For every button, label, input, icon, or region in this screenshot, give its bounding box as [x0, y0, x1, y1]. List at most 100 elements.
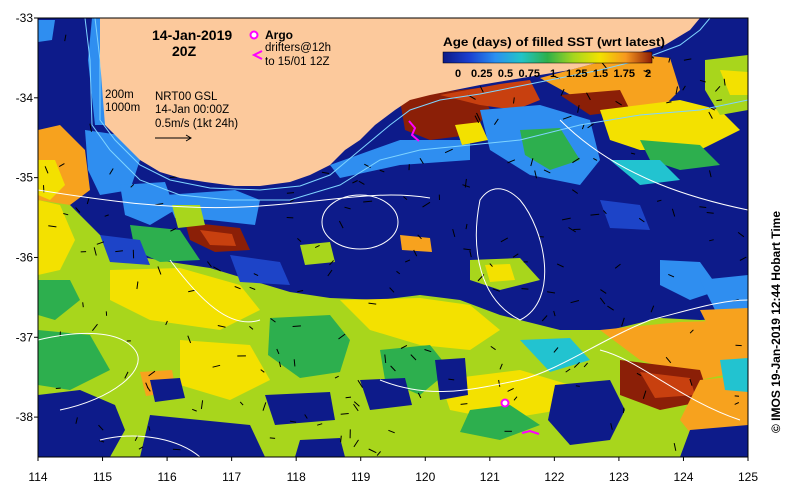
- contour-line: [559, 119, 748, 211]
- current-vector: [586, 92, 591, 101]
- current-vector: [148, 370, 156, 377]
- current-vector: [75, 207, 81, 213]
- current-vector: [699, 206, 707, 208]
- axes: 114 115 116 117 118 119 120 121 122 123 124 125-33-…: [16, 11, 759, 484]
- current-vector: [317, 423, 323, 426]
- map-frame: [37, 17, 749, 458]
- x-axis-tick-label: 122: [544, 470, 564, 484]
- current-vector: [643, 70, 651, 74]
- current-vector: [104, 214, 109, 217]
- contour-line: [379, 299, 748, 392]
- current-vector: [462, 184, 471, 188]
- current-vector: [136, 281, 139, 290]
- x-axis-tick-label: 114: [28, 470, 47, 484]
- current-vector: [192, 408, 197, 412]
- current-vector: [239, 401, 244, 406]
- current-vector: [338, 220, 344, 229]
- current-vector: [417, 392, 422, 399]
- current-vector: [682, 85, 686, 91]
- sst-patch: [140, 415, 265, 457]
- current-vector: [260, 369, 265, 373]
- current-vector: [622, 407, 625, 413]
- colorbar-tick-label: 0: [455, 68, 461, 80]
- current-vector: [352, 180, 358, 184]
- current-vector: [610, 423, 613, 430]
- current-vector: [390, 365, 396, 372]
- sst-patch: [38, 330, 110, 390]
- current-vector: [573, 361, 580, 368]
- sst-patch: [172, 205, 205, 228]
- current-vector: [565, 368, 571, 373]
- current-vector: [572, 189, 578, 194]
- current-vector: [368, 448, 377, 454]
- current-vector: [48, 225, 57, 228]
- current-vector: [207, 261, 212, 268]
- map-date: 14-Jan-2019: [152, 27, 232, 43]
- sst-patch: [130, 225, 200, 262]
- current-vector: [734, 402, 740, 405]
- sst-patch: [268, 315, 350, 378]
- sst-patch: [485, 264, 515, 282]
- y-axis-tick-label: -33: [16, 11, 34, 25]
- current-vector: [289, 420, 297, 423]
- current-vector: [448, 378, 455, 381]
- current-vector: [463, 248, 472, 251]
- argo-legend-icon: [249, 30, 259, 40]
- current-vector: [534, 170, 537, 179]
- product-label: NRT00 GSL: [155, 91, 218, 103]
- current-vector: [44, 166, 49, 174]
- current-vector: [603, 210, 607, 215]
- current-vector: [689, 378, 693, 386]
- current-vector: [656, 199, 662, 202]
- current-vector: [513, 396, 518, 401]
- current-vector: [553, 310, 556, 317]
- current-vector: [739, 256, 747, 261]
- current-vector: [234, 286, 241, 290]
- colorbar-tick-label: 0.5: [498, 68, 513, 80]
- sst-patch: [265, 392, 335, 425]
- contour-loop: [321, 194, 399, 250]
- current-vector: [489, 263, 493, 267]
- current-vector: [410, 354, 417, 361]
- sst-patch: [700, 308, 748, 330]
- current-vector: [498, 379, 501, 387]
- current-vector: [297, 290, 304, 293]
- sst-patch: [300, 242, 335, 265]
- current-vector: [465, 223, 468, 230]
- current-vector: [96, 241, 105, 245]
- x-axis-tick-label: 124: [673, 470, 693, 484]
- drifter-legend-icon: [251, 50, 263, 60]
- current-vector: [581, 123, 585, 130]
- colorbar-tick-label: 0.75: [519, 68, 540, 80]
- sst-patch: [38, 280, 80, 320]
- current-vector: [82, 302, 84, 308]
- sst-patch: [38, 390, 125, 457]
- current-vector: [699, 79, 706, 83]
- sst-patch: [295, 438, 345, 457]
- map-time: 20Z: [172, 43, 197, 59]
- current-vector: [600, 289, 607, 294]
- current-vector: [169, 176, 178, 179]
- sst-patch: [200, 230, 236, 246]
- current-vector: [115, 250, 123, 253]
- current-vector: [276, 348, 280, 355]
- current-vector: [148, 426, 151, 431]
- isobath-200m-label: 200m: [105, 89, 134, 101]
- isobath-1000m-line: [84, 18, 748, 201]
- colorbar-tick-label: 0.25: [471, 68, 492, 80]
- sst-patch: [460, 405, 540, 440]
- current-vector: [170, 228, 177, 232]
- current-vector: [92, 323, 98, 332]
- sst-patch: [440, 370, 570, 420]
- current-vector: [715, 85, 721, 92]
- sst-patch: [400, 235, 432, 252]
- current-vector: [474, 115, 480, 124]
- current-vector: [89, 123, 92, 132]
- current-vector: [636, 372, 642, 377]
- current-vector: [138, 446, 144, 450]
- current-vector: [493, 118, 499, 125]
- x-axis-tick-label: 120: [415, 470, 435, 484]
- drifter-track: [521, 429, 540, 435]
- current-vector: [109, 168, 114, 175]
- sst-patch: [548, 380, 625, 445]
